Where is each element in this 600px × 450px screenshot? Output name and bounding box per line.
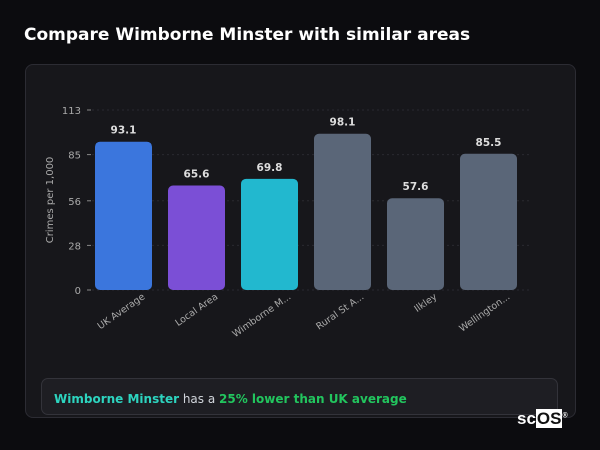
- data-label: 85.5: [476, 137, 502, 149]
- bar: [314, 133, 371, 290]
- y-tick-label: 0: [75, 286, 81, 297]
- comparison-value: 25% lower than UK average: [219, 392, 407, 406]
- x-tick-label: Local Area: [173, 291, 220, 328]
- bar: [241, 178, 298, 290]
- x-tick-label: Ilkley: [412, 291, 439, 315]
- y-tick-label: 113: [62, 106, 81, 117]
- page-title: Compare Wimborne Minster with similar ar…: [24, 25, 471, 45]
- x-tick-label: UK Average: [96, 291, 148, 332]
- summary-text: has a: [179, 392, 220, 406]
- data-label: 93.1: [111, 125, 137, 137]
- bar: [95, 141, 152, 290]
- x-tick-label: Rural St A...: [314, 291, 366, 332]
- place-name: Wimborne Minster: [54, 392, 179, 406]
- data-label: 57.6: [403, 181, 429, 193]
- comparison-summary: Wimborne Minster has a 25% lower than UK…: [41, 378, 558, 415]
- data-label: 65.6: [184, 169, 210, 181]
- y-tick-label: 56: [68, 197, 81, 208]
- y-tick-label: 85: [68, 151, 81, 162]
- bar: [168, 185, 225, 290]
- y-axis-label: Crimes per 1,000: [45, 157, 56, 244]
- scos-logo: scOS®: [517, 409, 568, 428]
- data-label: 98.1: [330, 117, 356, 129]
- bar: [387, 198, 444, 290]
- x-tick-label: Wimborne M...: [231, 291, 294, 339]
- x-tick-label: Wellington...: [457, 291, 512, 334]
- bar: [460, 153, 517, 290]
- data-label: 69.8: [257, 162, 283, 174]
- y-tick-label: 28: [68, 241, 81, 252]
